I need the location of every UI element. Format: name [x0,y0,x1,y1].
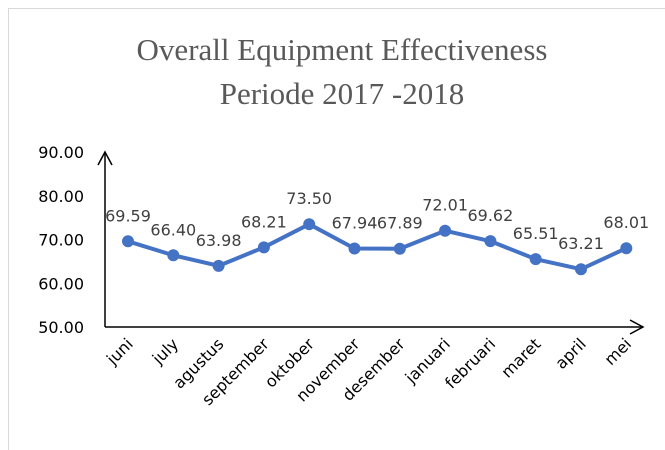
y-tick-label: 50.00 [38,318,84,337]
series-line [127,222,628,272]
data-point [529,253,542,266]
data-point [212,259,225,272]
y-tick-label: 90.00 [38,143,84,162]
data-label: 63.98 [196,231,242,250]
data-label: 73.50 [286,189,332,208]
data-label: 68.21 [241,212,287,231]
data-point [303,218,316,231]
data-point [257,241,270,254]
data-label: 67.94 [332,214,378,233]
data-point [620,242,633,255]
data-label: 66.40 [150,220,196,239]
data-point [575,263,587,276]
data-label: 63.21 [558,234,604,253]
data-label: 69.59 [105,206,151,225]
data-label: 72.01 [422,196,468,215]
data-point [122,235,134,248]
data-label: 69.62 [467,206,513,225]
data-point [393,242,406,255]
y-tick-label: 60.00 [38,274,84,293]
data-label: 68.01 [603,213,649,232]
y-tick-label: 80.00 [38,187,84,206]
y-tick-label: 70.00 [38,231,84,250]
data-label: 67.89 [377,214,423,233]
chart-frame [8,8,665,450]
data-point [439,224,452,237]
x-axis-arrow [629,319,645,335]
data-label: 65.51 [513,224,559,243]
chart-title: Periode 2017 -2018 [220,76,465,111]
data-point [348,242,361,255]
data-point [167,249,180,262]
chart-title: Overall Equipment Effectiveness [137,32,548,67]
data-point [484,235,497,248]
y-axis-arrow [97,150,113,166]
